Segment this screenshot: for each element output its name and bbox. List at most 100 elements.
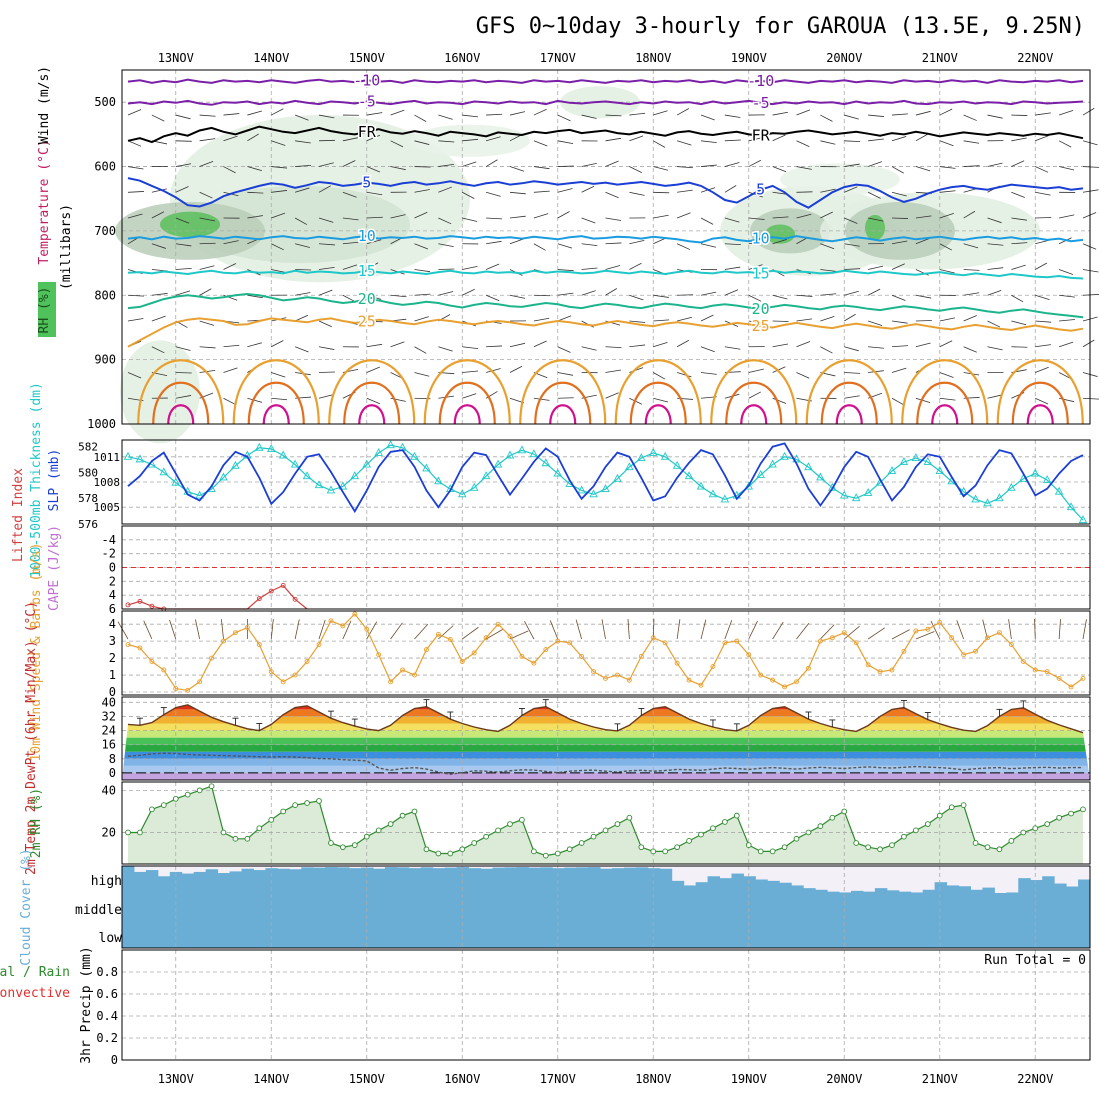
temp-tick: 32 xyxy=(102,709,116,723)
wind-barb xyxy=(175,217,190,224)
wind-barb xyxy=(462,161,477,167)
wind-barb xyxy=(438,291,454,296)
thickness-point xyxy=(720,494,730,503)
wind-barb xyxy=(605,288,618,296)
pressure-tick: 900 xyxy=(94,353,116,367)
thickness-point xyxy=(171,477,181,486)
wind-barb xyxy=(1082,294,1099,296)
lifted-index-point xyxy=(268,588,274,594)
wind-barb xyxy=(294,314,309,322)
wind-barb xyxy=(294,217,308,225)
wind-barb xyxy=(939,108,953,116)
wind-barb xyxy=(700,372,717,375)
rh-point xyxy=(495,827,501,834)
wind-barb xyxy=(533,140,548,147)
wind-barb xyxy=(772,134,786,142)
thickness-tick: 582 xyxy=(78,440,98,453)
wind-speed-point xyxy=(352,611,358,617)
wind-barb xyxy=(987,217,1002,224)
wind-barb xyxy=(1011,160,1025,167)
thickness-point xyxy=(613,473,622,482)
wind-barb xyxy=(581,290,596,296)
wind-barb xyxy=(820,315,835,322)
surface-isotherm-loop xyxy=(740,404,768,425)
wind-barb xyxy=(987,289,1002,296)
high-cloud-bar xyxy=(504,867,517,893)
wind-speed-point xyxy=(471,650,477,656)
wind-barb xyxy=(581,346,597,351)
thickness-point xyxy=(660,451,670,460)
wind-barb xyxy=(796,191,813,193)
rh-point xyxy=(125,829,131,836)
thickness-point xyxy=(493,459,503,468)
thickness-point xyxy=(481,471,491,480)
wind-barb xyxy=(653,372,666,380)
wind-barb xyxy=(1035,294,1050,301)
wind-barb xyxy=(318,394,334,399)
thickness-point xyxy=(589,489,598,498)
wind-speed-point xyxy=(985,635,990,641)
thickness-point xyxy=(529,449,539,458)
wind-barb xyxy=(724,243,741,246)
high-cloud-bar xyxy=(349,868,362,893)
thickness-point xyxy=(135,454,145,463)
wind-barb xyxy=(1035,344,1051,348)
wind-barb xyxy=(868,217,884,222)
wind-barb xyxy=(915,342,931,348)
wind-barb xyxy=(438,163,455,167)
wind-barb xyxy=(342,137,359,142)
thickness-point xyxy=(266,444,276,452)
wind-barb xyxy=(342,241,359,245)
thickness-point xyxy=(995,493,1004,502)
wind-barb xyxy=(557,315,572,322)
thickness-point xyxy=(374,447,383,456)
rh-frame xyxy=(121,781,1091,865)
high-cloud-bar xyxy=(635,867,649,893)
rh-point xyxy=(889,842,895,848)
lifted-index-tick: -2 xyxy=(102,547,116,561)
wind-barb xyxy=(438,346,453,352)
rh-fill xyxy=(128,786,1083,864)
wind-barb xyxy=(127,213,143,219)
wind-speed-point xyxy=(734,638,740,644)
high-cloud-bar xyxy=(982,887,995,893)
pressure-tick: 1000 xyxy=(87,417,116,431)
wind-barb xyxy=(533,294,550,297)
wind-barb xyxy=(557,211,570,219)
wind-barb xyxy=(438,243,454,247)
wind-speed-point xyxy=(1044,669,1050,675)
wind-barb-10m xyxy=(294,619,300,640)
wind-barb xyxy=(1082,397,1099,400)
wind-barb xyxy=(414,269,431,273)
wind-barb xyxy=(629,112,646,116)
wind-speed-point xyxy=(364,626,370,632)
wind-barb xyxy=(676,212,691,219)
thickness-point xyxy=(326,485,336,494)
date-label-bottom: 14NOV xyxy=(253,1072,289,1086)
wind-barb xyxy=(533,317,550,322)
wind-barb xyxy=(318,289,333,296)
wind-barb xyxy=(939,372,954,378)
temperature-axis-label: 2m Temp 2m DewPt (6hr Min/Max) (°C) xyxy=(24,601,39,875)
wind-barb xyxy=(1059,319,1075,322)
wind-barb xyxy=(605,191,619,199)
wind-barb xyxy=(199,346,216,349)
surface-isotherm-loop xyxy=(167,404,195,425)
rh-shading xyxy=(780,163,900,196)
wind-barb xyxy=(533,108,547,116)
wind-barb xyxy=(605,242,622,245)
wind-barb xyxy=(987,267,1004,270)
wind-barb xyxy=(509,365,523,373)
rh-point xyxy=(602,827,609,834)
surface-isotherm-loop xyxy=(1026,404,1054,425)
rh-axis-label: 2m RH (%) xyxy=(29,788,44,858)
thickness-point xyxy=(123,451,133,460)
wind-speed-point xyxy=(782,684,788,690)
wind-barb-10m xyxy=(820,624,835,640)
rh-point xyxy=(650,848,657,855)
surface-isotherm-loop xyxy=(137,359,225,425)
wind-barb xyxy=(629,191,645,196)
rh-point xyxy=(662,848,669,855)
thickness-point xyxy=(971,494,980,503)
high-cloud-bar xyxy=(122,866,135,893)
